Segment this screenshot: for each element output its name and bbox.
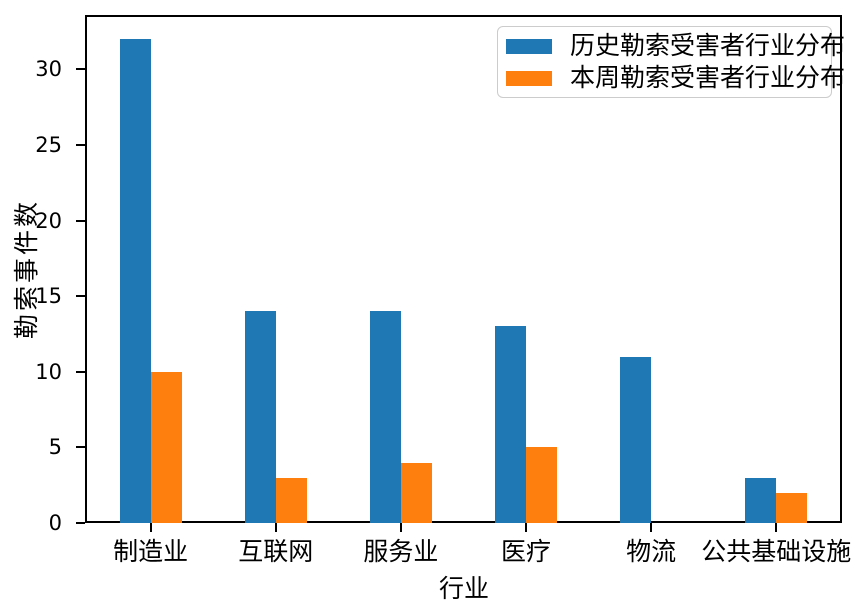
x-tick-label: 互联网 xyxy=(238,537,314,566)
x-tick-mark xyxy=(775,523,778,532)
legend-label: 本周勒索受害者行业分布 xyxy=(570,63,846,92)
bar-s0-c0 xyxy=(119,39,151,523)
legend-label: 历史勒索受害者行业分布 xyxy=(570,31,846,60)
legend-swatch xyxy=(506,38,552,54)
bar-s1-c1 xyxy=(275,477,307,523)
bar-s1-c5 xyxy=(776,492,808,523)
y-tick-label: 20 xyxy=(35,208,62,233)
legend-item: 本周勒索受害者行业分布 xyxy=(506,63,845,93)
bar-s0-c2 xyxy=(369,311,401,523)
x-axis-label: 行业 xyxy=(438,574,489,603)
bar-s0-c4 xyxy=(620,356,652,523)
y-tick-mark xyxy=(76,219,85,222)
y-tick-mark xyxy=(76,370,85,373)
y-tick-label: 15 xyxy=(35,284,62,309)
y-tick-label: 0 xyxy=(48,511,62,535)
y-tick-mark xyxy=(76,68,85,71)
y-tick-label: 10 xyxy=(35,359,62,384)
x-tick-mark xyxy=(399,523,402,532)
plot-area xyxy=(85,15,842,523)
x-tick-mark xyxy=(525,523,528,532)
x-tick-label: 物流 xyxy=(626,537,677,566)
y-tick-label: 5 xyxy=(48,435,62,460)
x-tick-label: 公共基础设施 xyxy=(701,537,852,566)
x-tick-label: 制造业 xyxy=(113,537,189,566)
y-tick-mark xyxy=(76,295,85,298)
legend: 历史勒索受害者行业分布 本周勒索受害者行业分布 xyxy=(497,26,845,98)
y-tick-mark xyxy=(76,144,85,147)
y-axis-label: 勒索事件数 xyxy=(12,199,41,340)
x-tick-mark xyxy=(149,523,152,532)
bar-s0-c1 xyxy=(244,311,276,523)
x-tick-label: 医疗 xyxy=(501,537,552,566)
bar-s1-c2 xyxy=(400,462,432,523)
y-tick-label: 25 xyxy=(35,133,62,158)
bar-s0-c5 xyxy=(745,477,777,523)
x-tick-mark xyxy=(650,523,653,532)
y-tick-mark xyxy=(76,522,85,524)
bar-s0-c3 xyxy=(495,326,527,523)
legend-item: 历史勒索受害者行业分布 xyxy=(506,31,845,61)
x-tick-label: 服务业 xyxy=(363,537,439,566)
bar-s1-c3 xyxy=(526,447,558,523)
y-tick-label: 30 xyxy=(35,57,62,82)
bar-s1-c0 xyxy=(150,371,182,523)
legend-swatch xyxy=(506,70,552,86)
x-tick-mark xyxy=(274,523,277,532)
y-tick-mark xyxy=(76,446,85,449)
